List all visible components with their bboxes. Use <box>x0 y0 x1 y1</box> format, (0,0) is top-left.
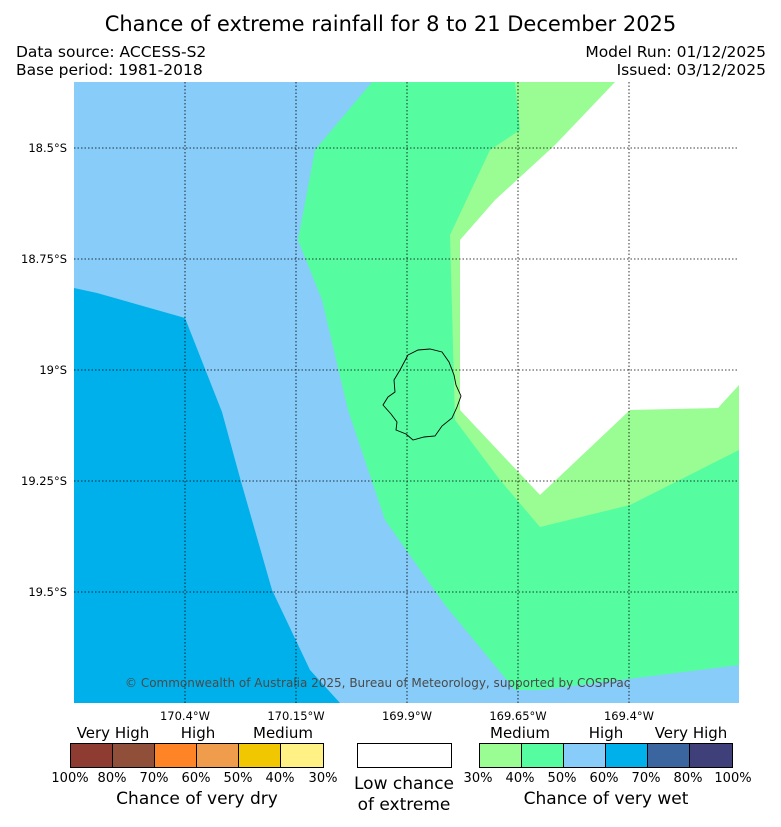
dry-category-very-high: Very High <box>76 724 150 742</box>
low-chance-caption-line2: of extreme <box>357 795 451 815</box>
dry-caption: Chance of very dry <box>116 789 278 809</box>
wet-swatch <box>563 743 606 768</box>
dry-tick: 80% <box>97 771 127 786</box>
wet-swatch <box>647 743 690 768</box>
island-outline <box>382 348 462 441</box>
wet-tick: 40% <box>505 771 535 786</box>
dry-tick: 50% <box>223 771 253 786</box>
wet-tick: 100% <box>714 771 752 786</box>
dry-tick: 40% <box>265 771 295 786</box>
dry-category-high: High <box>180 724 216 742</box>
lat-label: 18.75°S <box>21 252 67 266</box>
map-title: Chance of extreme rainfall for 8 to 21 D… <box>104 12 677 36</box>
dry-swatch <box>112 743 155 768</box>
dry-tick: 100% <box>51 771 89 786</box>
wet-swatch <box>521 743 564 768</box>
model-run: Model Run: 01/12/2025 <box>585 43 766 61</box>
wet-category-very-high: Very High <box>654 724 728 742</box>
dry-swatch <box>238 743 281 768</box>
low-chance-swatch <box>357 743 452 768</box>
wet-caption: Chance of very wet <box>523 789 689 809</box>
wet-swatch <box>689 743 733 768</box>
wet-category-medium: Medium <box>490 724 550 742</box>
region-wet-60-70 <box>74 288 340 703</box>
map-regions <box>74 82 739 703</box>
dry-swatch <box>154 743 197 768</box>
lon-label: 169.4°W <box>603 709 655 723</box>
base-period: Base period: 1981-2018 <box>16 61 203 79</box>
dry-swatch <box>196 743 239 768</box>
wet-category-high: High <box>588 724 624 742</box>
lat-label: 19.5°S <box>28 585 67 599</box>
dry-swatch <box>70 743 113 768</box>
dry-tick: 70% <box>139 771 169 786</box>
data-source: Data source: ACCESS-S2 <box>16 43 207 61</box>
lat-label: 19°S <box>39 363 67 377</box>
dry-category-medium: Medium <box>253 724 313 742</box>
issued-date: Issued: 03/12/2025 <box>616 61 766 79</box>
wet-swatch <box>605 743 648 768</box>
copyright-notice: © Commonwealth of Australia 2025, Bureau… <box>125 676 631 690</box>
wet-tick: 50% <box>547 771 577 786</box>
lat-label: 19.25°S <box>21 474 67 488</box>
lon-label: 169.65°W <box>489 709 547 723</box>
map-gridlines <box>74 82 739 703</box>
wet-tick: 70% <box>631 771 661 786</box>
lon-label: 169.9°W <box>381 709 433 723</box>
dry-tick: 30% <box>308 771 338 786</box>
region-low-chance <box>460 82 739 495</box>
dry-tick: 60% <box>181 771 211 786</box>
wet-tick: 60% <box>589 771 619 786</box>
wet-tick: 30% <box>463 771 493 786</box>
dry-swatch <box>280 743 324 768</box>
low-chance-caption-line1: Low chance <box>354 774 454 794</box>
lat-label: 18.5°S <box>28 141 67 155</box>
lon-label: 170.15°W <box>267 709 325 723</box>
lon-label: 170.4°W <box>159 709 211 723</box>
wet-tick: 80% <box>673 771 703 786</box>
wet-swatch <box>479 743 522 768</box>
